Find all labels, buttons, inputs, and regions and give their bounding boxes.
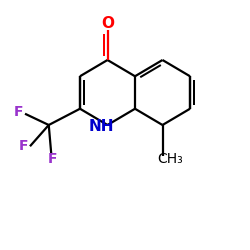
Text: O: O	[101, 16, 114, 30]
Text: F: F	[14, 106, 24, 120]
Text: F: F	[19, 139, 28, 153]
Text: CH₃: CH₃	[157, 152, 183, 166]
Text: F: F	[48, 152, 57, 166]
Text: NH: NH	[88, 119, 114, 134]
